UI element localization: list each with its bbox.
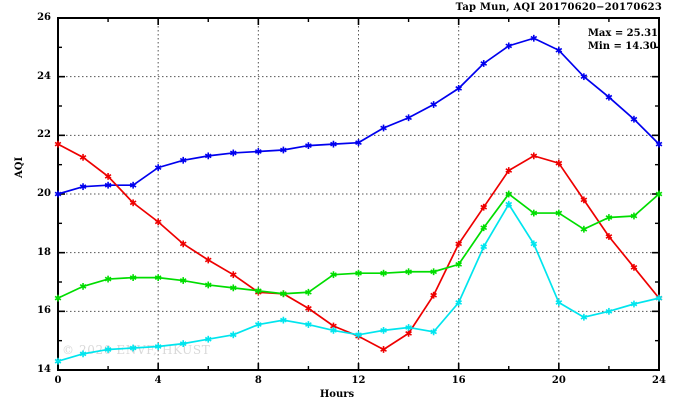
x-tick-label: 20 [551, 375, 566, 386]
x-tick-label: 16 [451, 375, 466, 386]
series-cyan [54, 200, 663, 365]
y-tick-label: 20 [37, 188, 51, 199]
max-value-label: Max = 25.31 [587, 28, 658, 39]
x-axis-title: Hours [319, 389, 355, 400]
x-tick-label: 0 [54, 375, 62, 386]
chart-title: Tap Mun, AQI 20170620−20170623 [455, 2, 662, 13]
y-tick-label: 22 [37, 129, 51, 141]
series-blue [54, 34, 663, 198]
y-tick-label: 24 [37, 70, 51, 82]
y-tick-label: 14 [37, 364, 51, 375]
series-green [54, 190, 663, 302]
x-tick-label: 24 [652, 375, 666, 386]
y-tick-label: 18 [37, 246, 51, 258]
x-tick-label: 4 [154, 375, 162, 386]
y-tick-label: 16 [37, 305, 51, 317]
y-tick-label: 26 [37, 12, 51, 23]
x-tick-label: 12 [351, 375, 366, 386]
min-value-label: Min = 14.30 [587, 41, 657, 52]
stats-annotation: Max = 25.31 Min = 14.30 [588, 27, 658, 53]
x-tick-label: 8 [254, 375, 262, 386]
